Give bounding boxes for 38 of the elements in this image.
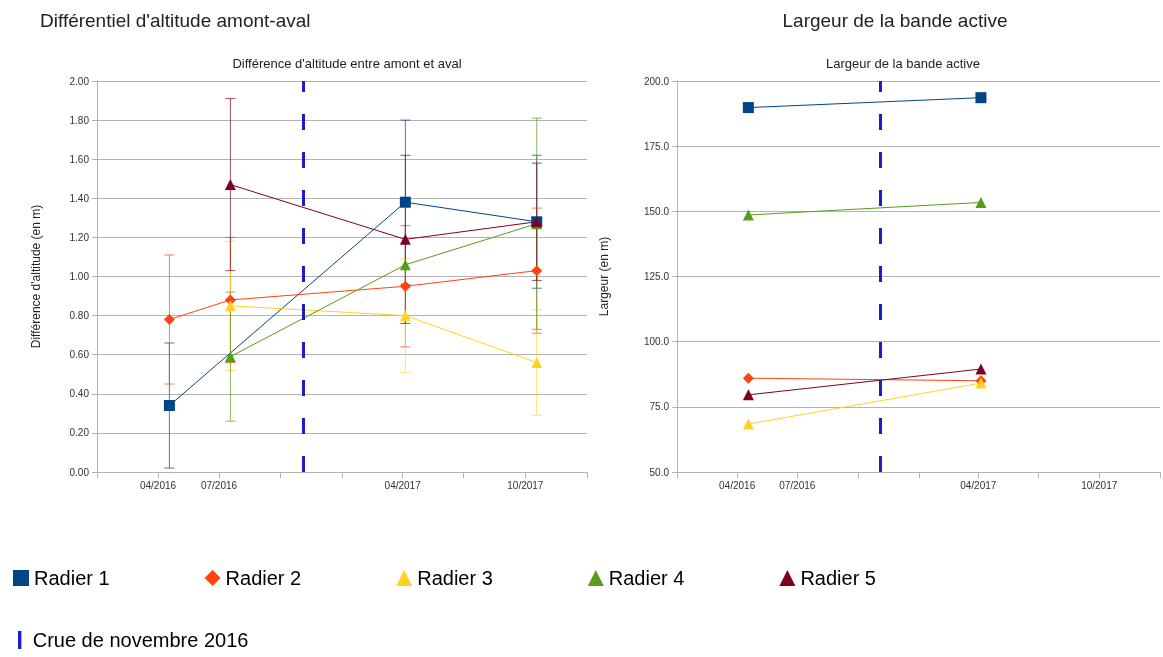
y-axis-title: Différence d'altitude (en m) [29,204,43,349]
legend-label: Crue de novembre 2016 [32,629,249,651]
chart-subtitle: Largeur de la bande active [826,56,980,71]
x-tick-label: 07/2016 [200,479,238,491]
x-tick-label: 10/2017 [1081,479,1118,491]
chart-title: Largeur de la bande active [782,10,1008,31]
y-tick-label: 200.0 [643,75,670,87]
legend-label: Radier 5 [800,567,876,589]
y-tick-label: 1.80 [69,114,90,126]
legend-label: Radier 1 [34,567,110,589]
y-tick-label: 125.0 [643,271,670,282]
y-tick-label: 1.40 [69,192,90,204]
x-tick-label: 04/2017 [960,479,997,491]
y-tick-label: 0.40 [69,388,90,400]
legend-label: Radier 3 [417,567,493,589]
y-tick-label: 2.00 [69,75,90,87]
chart-subtitle: Différence d'altitude entre amont et aval [232,56,462,71]
y-tick-label: 175.0 [643,140,670,152]
x-tick-label: 10/2017 [507,479,544,491]
y-tick-label: 0.80 [69,310,90,322]
y-tick-label: 0.60 [69,349,90,361]
y-tick-label: 0.00 [69,466,90,478]
legend-label: Radier 4 [608,567,685,589]
x-tick-label: 07/2016 [779,479,816,491]
x-tick-label: 04/2016 [139,479,177,491]
y-tick-label: 100.0 [643,336,670,348]
y-tick-label: 75.0 [649,401,670,413]
x-tick-label: 04/2017 [384,479,422,491]
y-tick-label: 50.0 [649,466,670,478]
legend-label: Radier 2 [225,567,302,589]
y-axis-title: Largeur (en m) [597,236,611,317]
x-tick-label: 04/2016 [719,479,756,491]
y-tick-label: 0.20 [69,427,90,439]
y-tick-label: 1.60 [69,153,90,165]
y-tick-label: 1.20 [69,231,90,243]
y-tick-label: 1.00 [69,271,90,282]
y-tick-label: 150.0 [643,205,670,217]
chart-title: Différentiel d'altitude amont-aval [40,10,311,31]
